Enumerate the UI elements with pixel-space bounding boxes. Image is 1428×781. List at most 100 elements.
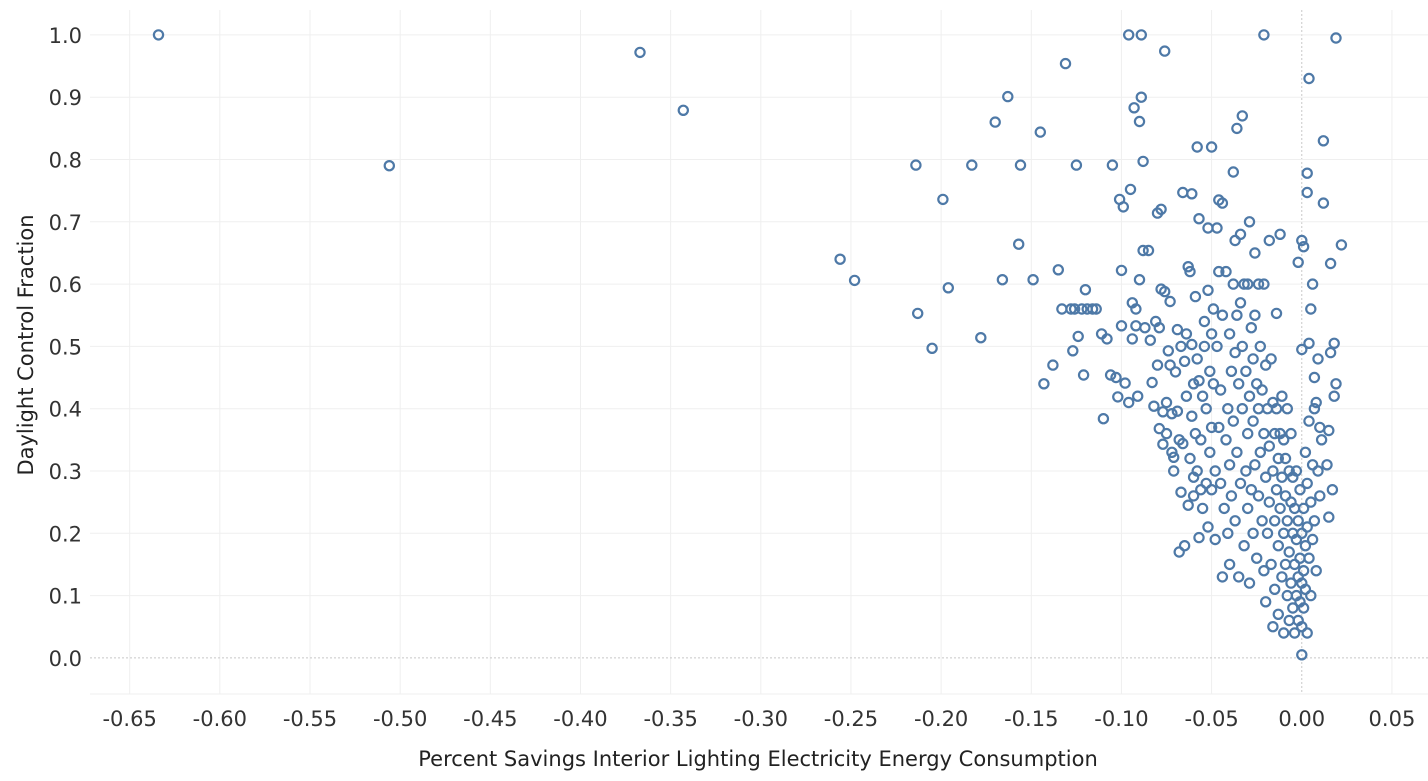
data-point: [1146, 376, 1158, 389]
data-point: [1259, 596, 1272, 608]
x-tick-label: 0.05: [1369, 707, 1416, 731]
data-point: [1290, 465, 1303, 477]
data-point: [1182, 499, 1194, 511]
data-point: [1065, 303, 1077, 315]
data-point: [1175, 486, 1187, 498]
x-tick-label: -0.50: [373, 707, 427, 731]
data-point: [1227, 415, 1240, 427]
data-point: [1207, 303, 1220, 315]
data-point: [1013, 238, 1025, 250]
data-point: [1160, 427, 1173, 440]
data-point: [1124, 183, 1137, 196]
data-point: [1204, 365, 1216, 377]
data-point: [1027, 274, 1039, 286]
data-point: [1279, 558, 1292, 571]
data-point: [1243, 390, 1256, 402]
data-point: [966, 159, 978, 171]
data-point: [1067, 345, 1079, 357]
data-point: [1211, 222, 1223, 234]
data-point: [1317, 197, 1330, 209]
data-point: [1297, 502, 1310, 515]
data-point: [1254, 446, 1267, 458]
y-tick-label: 0.2: [49, 522, 82, 546]
y-tick-label: 1.0: [49, 24, 82, 48]
x-tick-label: -0.15: [1004, 707, 1058, 731]
data-point: [1254, 340, 1267, 353]
data-point: [1115, 264, 1128, 277]
data-point: [1268, 583, 1281, 596]
data-point: [1131, 390, 1144, 402]
y-tick-label: 0.7: [49, 211, 82, 235]
y-tick-label: 0.3: [49, 460, 82, 484]
data-point: [1306, 533, 1319, 546]
data-point: [1117, 201, 1130, 213]
data-point: [1297, 240, 1310, 253]
y-tick-label: 0.6: [49, 273, 82, 297]
data-point: [1294, 552, 1306, 564]
data-point: [1222, 403, 1234, 415]
data-point: [1214, 477, 1227, 490]
y-tick-label: 0.9: [49, 86, 82, 110]
data-point: [1115, 320, 1128, 332]
data-point: [1265, 353, 1277, 365]
data-point: [1227, 278, 1240, 290]
data-point: [1277, 627, 1290, 639]
data-point: [1191, 465, 1203, 477]
data-point: [1101, 333, 1113, 345]
data-point: [1076, 303, 1088, 315]
data-point: [1238, 278, 1250, 290]
data-point: [1184, 265, 1196, 278]
data-point: [1164, 295, 1176, 308]
data-point: [1247, 353, 1259, 365]
data-point: [1213, 265, 1225, 278]
data-point: [1326, 484, 1339, 496]
data-point: [1079, 284, 1092, 296]
data-point: [1220, 265, 1232, 278]
data-point: [1167, 451, 1180, 463]
gridlines: [90, 10, 1428, 695]
data-point: [1142, 244, 1155, 257]
data-point: [937, 193, 949, 206]
data-point: [1072, 330, 1084, 343]
data-point: [1225, 490, 1238, 502]
data-point: [1232, 378, 1245, 390]
data-point: [1130, 320, 1142, 332]
y-tick-label: 0.8: [49, 149, 82, 173]
data-point: [1178, 355, 1191, 367]
data-point: [1259, 471, 1272, 483]
data-point: [1303, 415, 1315, 427]
data-point: [1204, 446, 1216, 458]
data-point: [1297, 602, 1310, 614]
data-point: [1205, 484, 1218, 496]
data-point: [1283, 546, 1295, 558]
data-point: [1330, 378, 1342, 390]
data-point: [1171, 405, 1184, 417]
data-point: [1070, 159, 1083, 171]
data-point: [1135, 91, 1148, 103]
data-point: [1180, 390, 1193, 402]
data-point: [1324, 257, 1337, 270]
data-point: [1274, 502, 1286, 515]
data-point: [1167, 465, 1180, 477]
data-point: [383, 159, 395, 172]
data-point: [1265, 558, 1277, 571]
data-point: [1283, 614, 1295, 627]
data-point: [1014, 159, 1027, 171]
data-point: [1256, 515, 1268, 527]
x-axis-ticks: -0.65 -0.60 -0.55 -0.50 -0.45 -0.40 -0.35 -0.30…: [102, 707, 1415, 731]
data-point: [1267, 465, 1279, 477]
y-tick-label: 0.0: [49, 647, 82, 671]
data-point: [1247, 527, 1259, 540]
data-point: [1258, 427, 1270, 440]
data-point: [1187, 490, 1200, 502]
data-point: [1328, 337, 1340, 349]
data-point: [1128, 102, 1140, 114]
data-point: [1321, 459, 1333, 471]
data-point: [1186, 188, 1198, 200]
data-point: [1310, 565, 1322, 577]
data-point: [1202, 521, 1214, 533]
data-point: [1191, 353, 1203, 365]
data-point: [1164, 359, 1176, 371]
x-tick-label: -0.55: [283, 707, 337, 731]
data-point: [1305, 589, 1317, 602]
